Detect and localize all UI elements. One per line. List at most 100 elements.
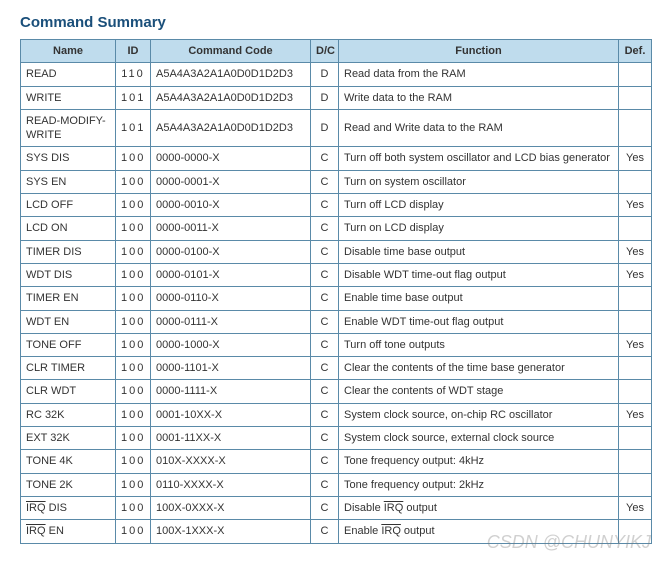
cell-dc: C: [311, 333, 339, 356]
cell-code: A5A4A3A2A1A0D0D1D2D3: [151, 86, 311, 109]
cell-id: 100: [116, 520, 151, 543]
cell-dc: C: [311, 380, 339, 403]
cell-code: 0000-0110-X: [151, 287, 311, 310]
cell-name: TONE 2K: [21, 473, 116, 496]
cell-dc: D: [311, 86, 339, 109]
cell-name: SYS EN: [21, 170, 116, 193]
cell-def: [619, 380, 652, 403]
cell-def: Yes: [619, 194, 652, 217]
cell-def: [619, 86, 652, 109]
cell-function: Enable IRQ output: [339, 520, 619, 543]
cell-id: 100: [116, 240, 151, 263]
col-header-dc: D/C: [311, 40, 339, 63]
cell-id: 100: [116, 450, 151, 473]
cell-function: Tone frequency output: 4kHz: [339, 450, 619, 473]
cell-function: Enable time base output: [339, 287, 619, 310]
cell-name: READ: [21, 63, 116, 86]
cell-function: Tone frequency output: 2kHz: [339, 473, 619, 496]
cell-def: [619, 473, 652, 496]
col-header-code: Command Code: [151, 40, 311, 63]
cell-name: TIMER EN: [21, 287, 116, 310]
cell-name: WDT EN: [21, 310, 116, 333]
cell-code: 100X-0XXX-X: [151, 496, 311, 519]
cell-id: 100: [116, 357, 151, 380]
cell-code: A5A4A3A2A1A0D0D1D2D3: [151, 63, 311, 86]
cell-function: System clock source, on-chip RC oscillat…: [339, 403, 619, 426]
cell-code: 0000-0111-X: [151, 310, 311, 333]
cell-def: [619, 109, 652, 147]
table-row: RC 32K1000001-10XX-XCSystem clock source…: [21, 403, 652, 426]
cell-id: 101: [116, 109, 151, 147]
cell-name: WDT DIS: [21, 263, 116, 286]
cell-def: [619, 427, 652, 450]
cell-dc: C: [311, 147, 339, 170]
cell-dc: C: [311, 403, 339, 426]
cell-name: CLR WDT: [21, 380, 116, 403]
cell-name: TONE 4K: [21, 450, 116, 473]
cell-function: Turn off tone outputs: [339, 333, 619, 356]
cell-dc: C: [311, 473, 339, 496]
cell-def: [619, 357, 652, 380]
cell-id: 100: [116, 287, 151, 310]
cell-function: System clock source, external clock sour…: [339, 427, 619, 450]
table-row: READ110A5A4A3A2A1A0D0D1D2D3DRead data fr…: [21, 63, 652, 86]
table-row: TONE 4K100010X-XXXX-XCTone frequency out…: [21, 450, 652, 473]
cell-def: [619, 170, 652, 193]
table-row: TIMER EN1000000-0110-XCEnable time base …: [21, 287, 652, 310]
cell-name: LCD ON: [21, 217, 116, 240]
table-row: TONE 2K1000110-XXXX-XCTone frequency out…: [21, 473, 652, 496]
table-row: CLR WDT1000000-1111-XCClear the contents…: [21, 380, 652, 403]
table-row: LCD ON1000000-0011-XCTurn on LCD display: [21, 217, 652, 240]
cell-def: Yes: [619, 496, 652, 519]
cell-id: 100: [116, 380, 151, 403]
cell-code: 0000-0001-X: [151, 170, 311, 193]
cell-id: 100: [116, 147, 151, 170]
cell-code: 010X-XXXX-X: [151, 450, 311, 473]
cell-dc: C: [311, 357, 339, 380]
cell-def: Yes: [619, 240, 652, 263]
table-row: TIMER DIS1000000-0100-XCDisable time bas…: [21, 240, 652, 263]
cell-code: 0000-1000-X: [151, 333, 311, 356]
cell-code: 0000-0011-X: [151, 217, 311, 240]
cell-id: 100: [116, 170, 151, 193]
cell-id: 100: [116, 217, 151, 240]
cell-name: READ-MODIFY-WRITE: [21, 109, 116, 147]
table-row: TONE OFF1000000-1000-XCTurn off tone out…: [21, 333, 652, 356]
table-row: READ-MODIFY-WRITE101A5A4A3A2A1A0D0D1D2D3…: [21, 109, 652, 147]
cell-id: 100: [116, 333, 151, 356]
cell-code: 0000-0101-X: [151, 263, 311, 286]
table-row: IRQ DIS100100X-0XXX-XCDisable IRQ output…: [21, 496, 652, 519]
section-title: Command Summary: [20, 14, 651, 31]
cell-id: 100: [116, 496, 151, 519]
cell-name: TIMER DIS: [21, 240, 116, 263]
cell-dc: C: [311, 520, 339, 543]
cell-name: CLR TIMER: [21, 357, 116, 380]
col-header-name: Name: [21, 40, 116, 63]
cell-code: A5A4A3A2A1A0D0D1D2D3: [151, 109, 311, 147]
cell-function: Read data from the RAM: [339, 63, 619, 86]
cell-def: Yes: [619, 403, 652, 426]
table-row: WRITE101A5A4A3A2A1A0D0D1D2D3DWrite data …: [21, 86, 652, 109]
table-row: SYS DIS1000000-0000-XCTurn off both syst…: [21, 147, 652, 170]
table-row: WDT EN1000000-0111-XCEnable WDT time-out…: [21, 310, 652, 333]
cell-dc: C: [311, 170, 339, 193]
table-row: IRQ EN100100X-1XXX-XCEnable IRQ output: [21, 520, 652, 543]
cell-code: 0000-0000-X: [151, 147, 311, 170]
command-summary-table: Name ID Command Code D/C Function Def. R…: [20, 39, 652, 544]
cell-name: SYS DIS: [21, 147, 116, 170]
col-header-def: Def.: [619, 40, 652, 63]
table-header-row: Name ID Command Code D/C Function Def.: [21, 40, 652, 63]
cell-function: Turn on LCD display: [339, 217, 619, 240]
cell-code: 0000-0010-X: [151, 194, 311, 217]
cell-def: Yes: [619, 263, 652, 286]
cell-code: 100X-1XXX-X: [151, 520, 311, 543]
cell-id: 110: [116, 63, 151, 86]
cell-function: Disable IRQ output: [339, 496, 619, 519]
cell-name: IRQ EN: [21, 520, 116, 543]
cell-code: 0000-1101-X: [151, 357, 311, 380]
cell-def: Yes: [619, 333, 652, 356]
table-row: LCD OFF1000000-0010-XCTurn off LCD displ…: [21, 194, 652, 217]
cell-def: [619, 310, 652, 333]
cell-name: LCD OFF: [21, 194, 116, 217]
cell-dc: D: [311, 63, 339, 86]
